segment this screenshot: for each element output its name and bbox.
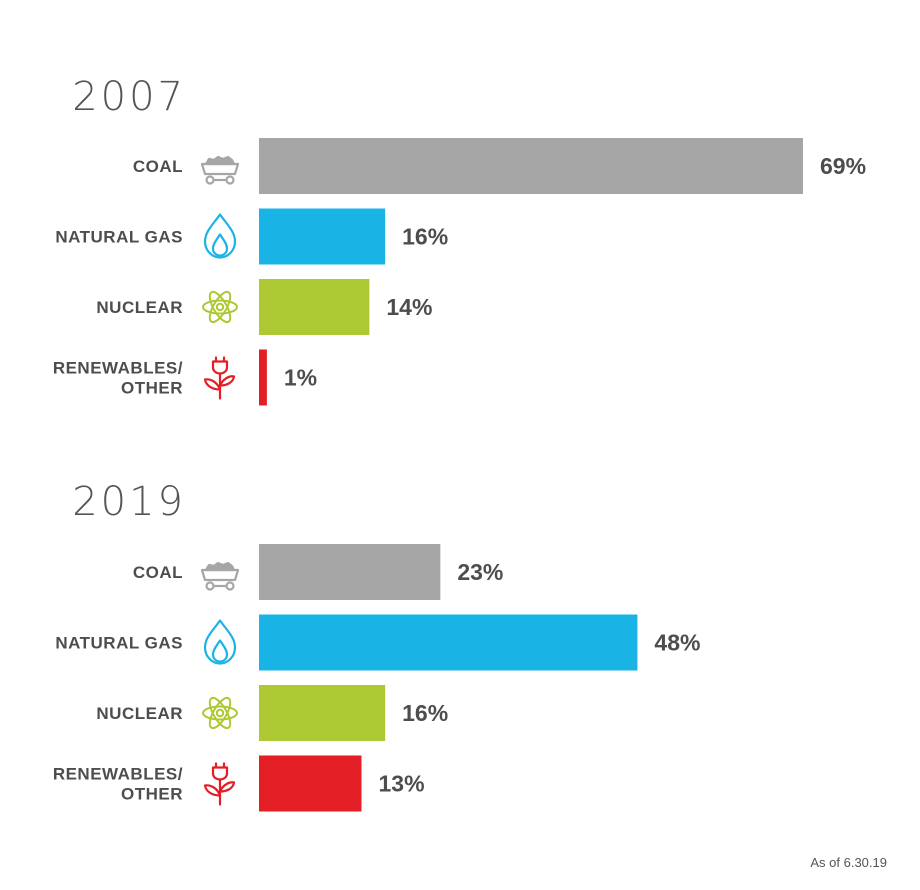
bar-renewables-other (259, 349, 267, 406)
value-label-renewables-other: 13% (378, 771, 424, 797)
gas-flame-icon (203, 213, 237, 259)
chart-title: 2007 (72, 74, 186, 120)
chart-title: 2019 (72, 479, 186, 525)
atom-icon (202, 694, 238, 732)
coal-cart-icon (200, 155, 240, 185)
value-label-renewables-other: 1% (284, 365, 317, 391)
bar-nuclear (259, 685, 386, 741)
category-label-renewables-other: RENEWABLES/OTHER (53, 765, 183, 804)
category-label-natural-gas: NATURAL GAS (55, 634, 183, 653)
value-label-coal: 69% (820, 153, 866, 179)
category-label-coal: COAL (133, 563, 183, 582)
category-label-coal: COAL (133, 157, 183, 176)
category-label-nuclear: NUCLEAR (96, 704, 183, 723)
plug-plant-icon (203, 762, 236, 806)
footnote: As of 6.30.19 (810, 855, 887, 870)
value-label-nuclear: 14% (386, 294, 432, 320)
bar-coal (259, 138, 803, 194)
value-label-natural-gas: 48% (654, 630, 700, 656)
plug-plant-icon (203, 356, 236, 400)
atom-icon (202, 288, 238, 326)
value-label-coal: 23% (457, 559, 503, 585)
bar-renewables-other (259, 755, 362, 812)
coal-cart-icon (200, 561, 240, 591)
value-label-nuclear: 16% (402, 700, 448, 726)
chart-panel-2019: 2019 COAL 23% NATURAL GAS 48% NUCLEAR 16% RENEW… (53, 479, 700, 812)
gas-flame-icon (203, 619, 237, 665)
value-label-natural-gas: 16% (402, 224, 448, 250)
category-label-nuclear: NUCLEAR (96, 298, 183, 317)
bar-nuclear (259, 279, 370, 335)
bar-natural-gas (259, 614, 638, 671)
bar-natural-gas (259, 208, 386, 265)
category-label-natural-gas: NATURAL GAS (55, 228, 183, 247)
bar-coal (259, 544, 441, 600)
category-label-renewables-other: RENEWABLES/OTHER (53, 359, 183, 398)
chart-panel-2007: 2007 COAL 69% NATURAL GAS 16% NUCLEAR 14% RENEW… (53, 74, 866, 406)
